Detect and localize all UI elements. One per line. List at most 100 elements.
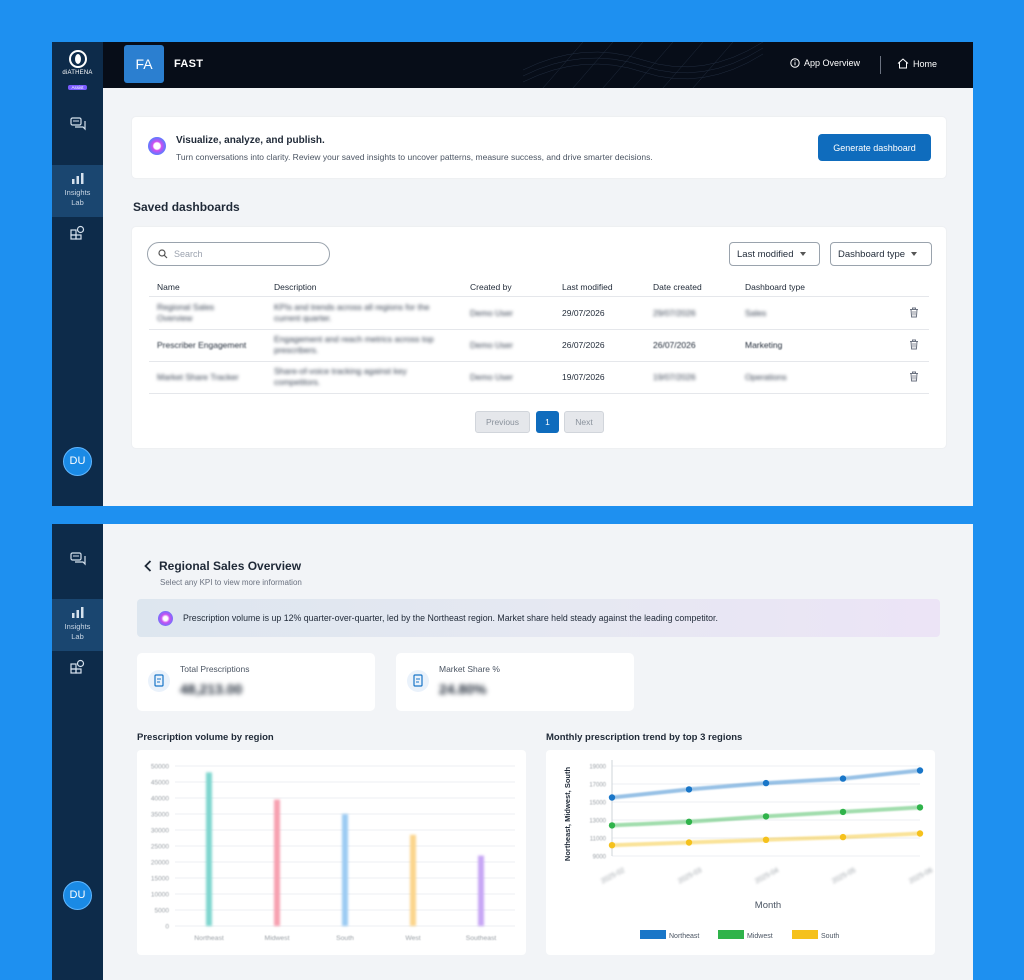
y-tick-label: 11000 [590, 837, 607, 843]
legend-swatch [718, 930, 744, 939]
prescription-icon [148, 670, 170, 692]
sidebar-item-insights-lab[interactable]: Insights Lab [52, 165, 103, 217]
sidebar-item-chat[interactable] [52, 546, 103, 572]
page-number-button[interactable]: 1 [536, 411, 559, 433]
search-box[interactable] [147, 242, 330, 266]
kpi-value: 24.80% [439, 681, 487, 697]
column-header-description[interactable]: Description [274, 282, 317, 292]
row-last-modified: 19/07/2026 [562, 372, 605, 382]
athena-logo-icon [68, 50, 87, 68]
line-chart: 9000 11000 13000 15000 17000 19000 2025-02 2025… [563, 760, 934, 940]
app-tile[interactable]: FA [124, 45, 164, 83]
kpi-card-market-share[interactable]: Market Share % 24.80% [396, 653, 634, 711]
row-date-created: 29/07/2026 [653, 308, 696, 318]
saved-dashboards-table: Last modified Dashboard type Name Descri… [132, 227, 946, 448]
x-tick-label: Southeast [466, 935, 497, 942]
data-point [762, 813, 770, 820]
y-tick-label: 17000 [589, 783, 606, 789]
dashboard-type-label: Dashboard type [838, 248, 906, 260]
data-point [916, 767, 924, 774]
table-row[interactable]: Regional Sales Overview KPIs and trends … [149, 298, 929, 330]
row-name[interactable]: Prescriber Engagement [157, 340, 247, 350]
sidebar-item-chat[interactable] [52, 110, 103, 140]
next-page-button[interactable]: Next [564, 411, 604, 433]
search-icon [158, 249, 168, 259]
x-tick-label: Midwest [265, 935, 290, 942]
column-header-last-modified[interactable]: Last modified [562, 282, 613, 292]
app-overview-link[interactable]: App Overview [790, 58, 860, 68]
row-name[interactable]: Market Share Tracker [157, 372, 239, 382]
row-date-created: 19/07/2026 [653, 372, 696, 382]
y-tick-label: 35000 [151, 812, 169, 819]
previous-page-button[interactable]: Previous [475, 411, 530, 433]
chevron-left-icon[interactable] [144, 560, 152, 572]
generate-dashboard-button[interactable]: Generate dashboard [818, 134, 931, 161]
kpi-card-total-prescriptions[interactable]: Total Prescriptions 48,213.00 [137, 653, 375, 711]
kpi-label: Market Share % [439, 664, 500, 674]
data-point [916, 804, 924, 811]
y-tick-label: 50000 [151, 764, 169, 771]
trash-icon[interactable] [909, 307, 919, 318]
row-description: KPIs and trends across all regions for t… [274, 302, 430, 323]
y-tick-label: 5000 [155, 908, 170, 915]
sidebar-label-line2: Lab [71, 198, 84, 207]
info-icon [790, 58, 800, 68]
brand-logo[interactable]: diATHENA Assist [52, 50, 103, 94]
x-tick-label: South [336, 935, 354, 942]
y-tick-label: 30000 [151, 828, 169, 835]
dashboard-type-dropdown[interactable]: Dashboard type [830, 242, 932, 266]
data-point [916, 830, 924, 837]
data-point [685, 839, 693, 846]
data-point [762, 779, 770, 787]
user-avatar[interactable]: DU [63, 881, 92, 910]
line-chart-card: 9000 11000 13000 15000 17000 19000 2025-02 2025… [546, 750, 935, 955]
row-name[interactable]: Regional Sales Overview [157, 302, 215, 323]
app-overview-label: App Overview [804, 58, 861, 68]
bar-chart: 0 5000 10000 15000 20000 25000 30000 35000 40000… [151, 764, 515, 942]
data-point [685, 818, 693, 825]
x-tick-label: West [405, 935, 420, 942]
data-point [685, 786, 693, 793]
sidebar: Insights Lab DU [52, 524, 103, 980]
sidebar-item-widgets[interactable] [52, 223, 103, 245]
legend-label: Northeast [669, 933, 699, 940]
bar [410, 834, 416, 926]
sidebar-item-insights-lab[interactable]: Insights Lab [52, 599, 103, 651]
column-header-dashboard-type[interactable]: Dashboard type [745, 282, 806, 292]
line-chart-title: Monthly prescription trend by top 3 regi… [546, 732, 743, 743]
dashboard-subtitle: Select any KPI to view more information [160, 578, 302, 587]
trash-icon[interactable] [909, 371, 919, 382]
y-tick-label: 13000 [589, 819, 606, 825]
user-avatar[interactable]: DU [63, 447, 92, 476]
ai-insight-banner: Prescription volume is up 12% quarter-ov… [137, 599, 940, 637]
last-modified-label: Last modified [737, 248, 794, 260]
home-link[interactable]: Home [897, 58, 937, 69]
app-name: FAST [174, 58, 204, 70]
data-point [762, 836, 770, 843]
sidebar-label-line1: Insights [64, 188, 91, 197]
search-input[interactable] [174, 249, 314, 259]
sidebar-item-widgets[interactable] [52, 657, 103, 679]
row-last-modified: 26/07/2026 [562, 340, 605, 350]
table-row[interactable]: Market Share Tracker Share-of-voice trac… [149, 362, 929, 394]
row-description: Engagement and reach metrics across top … [274, 334, 434, 355]
y-tick-label: 9000 [593, 855, 607, 861]
ai-orb-icon [148, 137, 166, 155]
kpi-label: Total Prescriptions [180, 664, 250, 674]
column-header-name[interactable]: Name [157, 282, 180, 292]
row-date-created: 26/07/2026 [653, 340, 696, 350]
column-header-created-by[interactable]: Created by [470, 282, 512, 292]
table-row[interactable]: Prescriber Engagement Engagement and rea… [149, 330, 929, 362]
y-tick-label: 15000 [589, 801, 606, 807]
last-modified-dropdown[interactable]: Last modified [729, 242, 820, 266]
x-tick-label: Northeast [194, 935, 224, 942]
row-dashboard-type: Marketing [745, 340, 783, 350]
kpi-value: 48,213.00 [180, 681, 243, 697]
trash-icon[interactable] [909, 339, 919, 350]
y-tick-label: 10000 [151, 892, 169, 899]
data-point [839, 833, 847, 841]
data-point [839, 808, 847, 816]
chat-icon [69, 117, 86, 131]
sidebar: diATHENA Assist Insights Lab DU [52, 42, 103, 506]
column-header-date-created[interactable]: Date created [653, 282, 702, 292]
